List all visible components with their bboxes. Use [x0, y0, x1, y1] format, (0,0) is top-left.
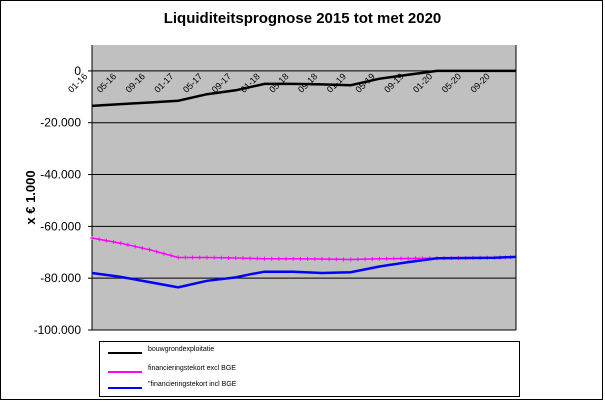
- data-point-marker: [284, 256, 289, 261]
- data-point-marker: [384, 256, 389, 261]
- data-point-marker: [355, 257, 360, 262]
- series-group: [91, 255, 517, 289]
- data-point-marker: [240, 256, 245, 261]
- legend-label: "financieringstekort incl BGE: [148, 381, 237, 388]
- y-tick-labels: 0 -20.000 -40.000 -60.000 -80.000 -100.000: [34, 64, 82, 337]
- y-tick-label: -40.000: [40, 168, 81, 182]
- data-point-marker: [212, 255, 217, 260]
- series-line: [91, 69, 516, 108]
- legend-swatch: [108, 387, 142, 389]
- data-point-marker: [377, 256, 382, 261]
- legend-entry: financieringstekort excl BGE: [100, 364, 519, 380]
- data-point-marker: [370, 256, 375, 261]
- data-point-marker: [327, 257, 332, 262]
- data-point-marker: [118, 241, 123, 246]
- data-point-marker: [305, 256, 310, 261]
- data-point-marker: [219, 255, 224, 260]
- data-point-marker: [147, 247, 152, 252]
- data-point-marker: [154, 249, 159, 254]
- data-point-marker: [391, 256, 396, 261]
- data-point-marker: [233, 255, 238, 260]
- data-point-marker: [363, 257, 368, 262]
- y-tick-label: -60.000: [40, 219, 81, 233]
- legend-label: financieringstekort excl BGE: [148, 365, 236, 372]
- data-point-marker: [262, 256, 267, 261]
- data-point-marker: [298, 256, 303, 261]
- axes: [91, 45, 517, 331]
- data-point-marker: [104, 238, 109, 243]
- data-point-marker: [413, 256, 418, 261]
- data-point-marker: [204, 255, 209, 260]
- data-point-marker: [255, 256, 260, 261]
- y-tick-label: -80.000: [40, 271, 81, 285]
- data-point-marker: [399, 256, 404, 261]
- y-axis-label: x € 1.000: [23, 170, 38, 224]
- data-point-marker: [133, 244, 138, 249]
- data-point-marker: [406, 256, 411, 261]
- data-point-marker: [169, 253, 174, 258]
- series-lines: [90, 69, 517, 289]
- data-point-marker: [190, 255, 195, 260]
- data-point-marker: [176, 255, 181, 260]
- data-point-marker: [276, 256, 281, 261]
- data-point-marker: [97, 237, 102, 242]
- legend-entry: "financieringstekort incl BGE: [100, 380, 519, 396]
- plot-area: [92, 45, 516, 330]
- data-point-marker: [197, 255, 202, 260]
- data-point-marker: [226, 255, 231, 260]
- data-point-marker: [90, 236, 94, 241]
- data-point-marker: [312, 256, 317, 261]
- data-point-marker: [161, 251, 166, 256]
- chart-title: Liquiditeitsprognose 2015 tot met 2020: [163, 10, 442, 27]
- y-tick-label: -20.000: [40, 116, 81, 130]
- data-point-marker: [125, 242, 130, 247]
- y-tick-label: -100.000: [34, 323, 82, 337]
- y-tick-label: 0: [74, 64, 81, 78]
- legend-entry: bouwgrondexploitatie: [100, 345, 519, 361]
- data-point-marker: [140, 246, 145, 251]
- data-point-marker: [248, 256, 253, 261]
- legend-swatch: [108, 371, 142, 373]
- legend: bouwgrondexploitatie financieringstekort …: [99, 341, 520, 397]
- legend-swatch: [108, 352, 142, 354]
- legend-label: bouwgrondexploitatie: [148, 346, 215, 353]
- data-point-marker: [341, 257, 346, 262]
- data-point-marker: [319, 257, 324, 262]
- data-point-marker: [348, 257, 353, 262]
- data-point-marker: [111, 239, 116, 244]
- data-point-marker: [334, 257, 339, 262]
- data-point-marker: [183, 255, 188, 260]
- data-point-marker: [291, 256, 296, 261]
- data-point-marker: [269, 256, 274, 261]
- series-group: [91, 69, 516, 108]
- series-line: [91, 255, 517, 289]
